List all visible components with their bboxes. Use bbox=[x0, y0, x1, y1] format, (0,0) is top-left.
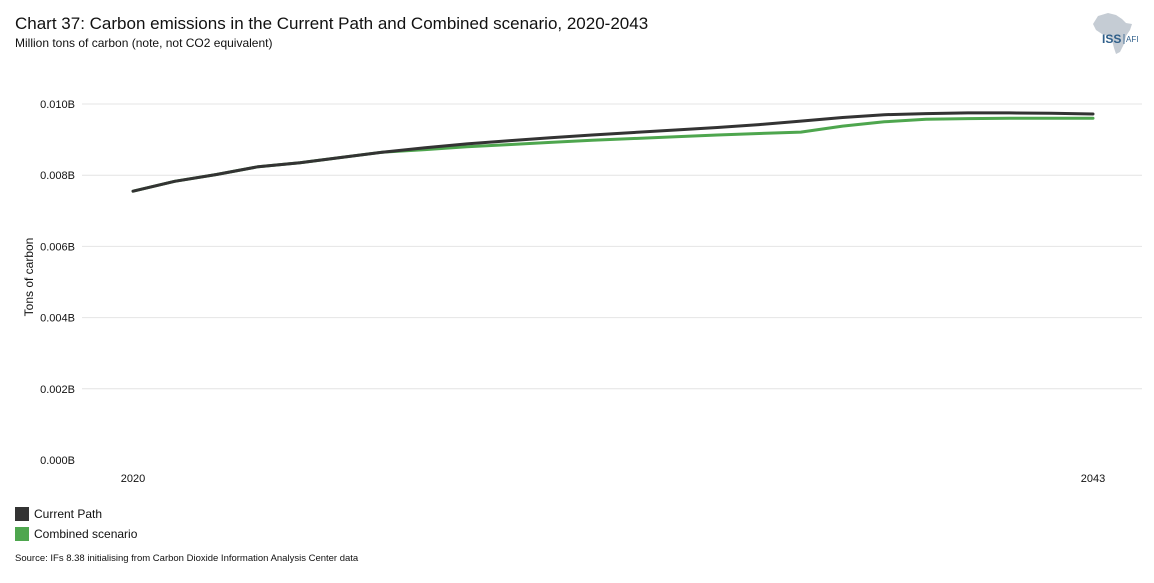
y-tick-label: 0.002B bbox=[40, 384, 75, 396]
y-axis-ticks: 0.000B 0.002B 0.004B 0.006B 0.008B 0.010B bbox=[40, 99, 75, 467]
logo-main-text: ISS bbox=[1102, 32, 1121, 46]
series-lines bbox=[131, 111, 1095, 193]
y-axis-label: Tons of carbon bbox=[22, 238, 36, 317]
grid-lines bbox=[82, 103, 1142, 390]
legend-label-current-path: Current Path bbox=[34, 507, 103, 521]
x-tick-label: 2020 bbox=[121, 473, 145, 485]
logo-sub-text: AFI bbox=[1126, 35, 1138, 44]
y-tick-label: 0.000B bbox=[40, 455, 75, 467]
y-tick-label: 0.008B bbox=[40, 170, 75, 182]
series-line-combined-scenario[interactable] bbox=[131, 116, 1095, 193]
legend-swatch-combined-scenario bbox=[15, 527, 29, 541]
legend-item-combined-scenario[interactable]: Combined scenario bbox=[15, 524, 137, 544]
iss-afi-logo: ISS AFI bbox=[1086, 10, 1142, 56]
africa-map-icon: ISS AFI bbox=[1093, 13, 1138, 54]
legend: Current Path Combined scenario bbox=[15, 504, 137, 544]
y-tick-label: 0.004B bbox=[40, 313, 75, 325]
line-chart: 0.000B 0.002B 0.004B 0.006B 0.008B 0.010B 202… bbox=[22, 99, 1142, 485]
y-tick-label: 0.010B bbox=[40, 99, 75, 111]
legend-item-current-path[interactable]: Current Path bbox=[15, 504, 137, 524]
legend-label-combined-scenario: Combined scenario bbox=[34, 527, 138, 541]
x-axis-ticks: 2020 2043 bbox=[121, 473, 1105, 485]
series-line-current-path[interactable] bbox=[131, 111, 1095, 193]
y-tick-label: 0.006B bbox=[40, 241, 75, 253]
x-tick-label: 2043 bbox=[1081, 473, 1105, 485]
chart-title: Chart 37: Carbon emissions in the Curren… bbox=[15, 14, 649, 33]
chart-subtitle: Million tons of carbon (note, not CO2 eq… bbox=[15, 36, 273, 50]
legend-swatch-current-path bbox=[15, 507, 29, 521]
source-note: Source: IFs 8.38 initialising from Carbo… bbox=[15, 553, 359, 564]
